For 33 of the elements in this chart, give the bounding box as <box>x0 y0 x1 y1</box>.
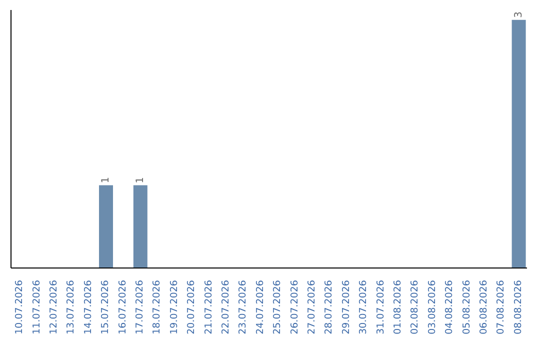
x-tick-label: 11.07.2026 <box>31 280 42 334</box>
x-tick-label: 17.07.2026 <box>134 280 146 334</box>
x-tick-label: 01.08.2026 <box>392 280 404 334</box>
x-tick-label: 03.08.2026 <box>426 280 438 334</box>
x-tick-label: 31.07.2026 <box>375 280 386 334</box>
x-tick-label: 10.07.2026 <box>14 280 26 334</box>
x-tick-label: 16.07.2026 <box>117 280 128 334</box>
data-label: 3 <box>513 12 524 18</box>
x-tick-label: 24.07.2026 <box>254 280 266 334</box>
x-tick-label: 23.07.2026 <box>238 280 249 334</box>
x-tick-label: 28.07.2026 <box>324 280 335 334</box>
x-tick-label: 30.07.2026 <box>358 280 370 334</box>
x-tick-label: 21.07.2026 <box>203 280 214 334</box>
x-tick-label: 14.07.2026 <box>82 280 94 334</box>
x-tick-label: 25.07.2026 <box>272 280 284 334</box>
x-tick-label: 08.08.2026 <box>512 280 524 334</box>
x-tick-label: 04.08.2026 <box>444 280 456 334</box>
x-tick-label: 19.07.2026 <box>168 280 180 334</box>
x-tick-label: 06.08.2026 <box>478 280 490 334</box>
x-tick-label: 05.08.2026 <box>461 280 472 334</box>
x-tick-label: 02.08.2026 <box>410 280 421 334</box>
x-tick-label: 26.07.2026 <box>289 280 300 334</box>
x-tick-label: 18.07.2026 <box>152 280 163 334</box>
data-label: 1 <box>134 176 146 184</box>
x-tick-label: 20.07.2026 <box>186 280 198 334</box>
x-tick-label: 27.07.2026 <box>306 280 318 334</box>
x-tick-label: 07.08.2026 <box>496 280 507 334</box>
data-label: 1 <box>100 176 112 184</box>
x-tick-label: 12.07.2026 <box>48 280 60 334</box>
x-tick-label: 13.07.2026 <box>66 280 77 334</box>
x-tick-label: 29.07.2026 <box>340 280 352 334</box>
x-tick-label: 22.07.2026 <box>220 280 232 334</box>
x-tick-label: 15.07.2026 <box>100 280 112 334</box>
